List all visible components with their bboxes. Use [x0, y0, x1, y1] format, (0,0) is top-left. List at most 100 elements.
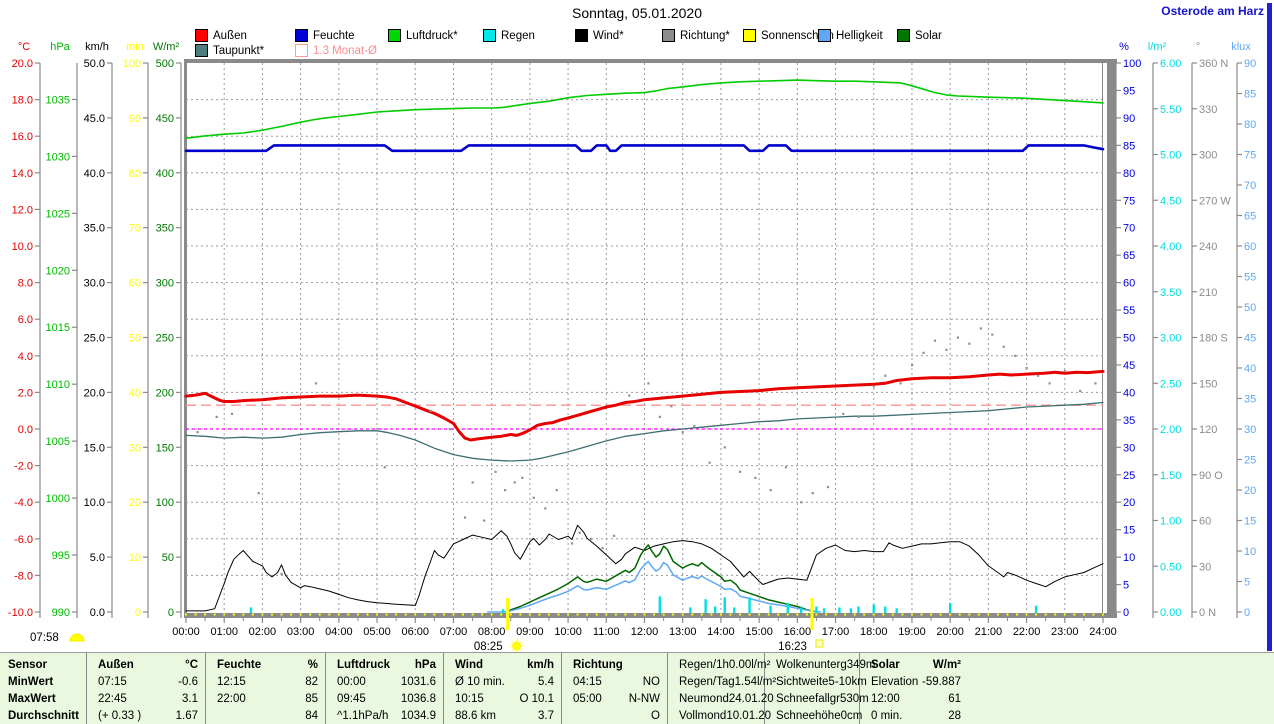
stats-table: Sensor MinWert MaxWert Durchschnitt Außen °C 0… — [0, 652, 1274, 724]
station-link[interactable]: Osterode am Harz — [1161, 4, 1264, 18]
stats-cell-value: -0.6 — [178, 675, 198, 688]
x-tick-label: 16:00 — [784, 626, 812, 638]
axis-tick-label: 100 — [156, 497, 174, 509]
stats-cell-label: Wolkenunterg — [776, 658, 847, 671]
axis-tick-label: 65 — [1244, 211, 1256, 223]
axis-tick-label: 60 — [1244, 241, 1256, 253]
series-solar — [506, 544, 818, 613]
page-title: Sonntag, 05.01.2020 — [571, 5, 702, 21]
axis-right-pct: 1009590858075706560555045403530252015105… — [1115, 41, 1141, 619]
x-tick-label: 24:00 — [1089, 626, 1117, 638]
axis-tick-label: 10 — [1123, 552, 1135, 564]
stats-cell-label: 22:00 — [217, 692, 246, 705]
axis-tick-label: 30 — [1123, 442, 1135, 454]
axis-tick-label: 50 — [162, 552, 174, 564]
legend-item-sonnenschein[interactable]: Sonnenschein — [743, 29, 834, 42]
legend-item-taupunkt[interactable]: Taupunkt* — [195, 44, 264, 57]
stats-cell-value: 1.67 — [175, 709, 198, 722]
axis-tick-label: 15.0 — [84, 442, 105, 454]
axis-tick-label: 5.50 — [1160, 104, 1181, 116]
stats-col-feuchte: Feuchte% 12:15 82 22:00 85 84 — [206, 653, 326, 724]
legend-label: Helligkeit — [836, 29, 883, 42]
stats-cell: 10:15 O 10.1 — [444, 690, 561, 707]
legend-item-feuchte[interactable]: Feuchte — [295, 29, 355, 42]
stats-cell: Solar W/m² — [860, 656, 968, 673]
stats-cell: Elevation -59.887 — [860, 673, 968, 690]
reference-lines — [186, 404, 1103, 430]
stats-cell-value: 84 — [305, 709, 318, 722]
axis-left-hpa: 1035 1030 1025 1020 1015 1010 1005 1000 995 990 hP… — [46, 41, 78, 619]
stats-cell-label: Feuchte — [217, 658, 262, 671]
axis-tick-label: 95 — [1123, 85, 1135, 97]
axis-tick-label: 70 — [1123, 223, 1135, 235]
stats-cell: Wolkenunterg 349m — [765, 656, 876, 673]
stats-cell-label: Regen/Tag — [679, 675, 735, 688]
stats-cell-label: ^1.1hPa/h — [337, 709, 389, 722]
stats-row-label: Durchschnitt — [0, 707, 86, 724]
stats-col-aussen: Außen °C 07:15 -0.6 22:45 3.1 (+ 0.33 ) 1.67 — [87, 653, 206, 724]
legend-swatch-aussen — [195, 29, 208, 42]
axis-tick-label: 995 — [52, 550, 70, 562]
axis-tick-label: 30 — [1244, 424, 1256, 436]
stats-cell-value: 1031.6 — [400, 675, 436, 688]
stats-cell: 12:15 82 — [206, 673, 325, 690]
legend-item-richtung[interactable]: Richtung* — [662, 29, 730, 42]
stats-col-regen: Regen/1h 0.00l/m² Regen/Tag 1.54l/m² Neumond… — [668, 653, 776, 724]
axis-unit-temp: °C — [18, 41, 30, 53]
x-tick-label: 13:00 — [669, 626, 697, 638]
stats-cell-value: 1.54l/m² — [734, 675, 777, 688]
axis-tick-label: 70 — [129, 223, 141, 235]
x-tick-label: 20:00 — [936, 626, 964, 638]
axis-right-deg: 360 N 330 300 270 W 240 210 180 S 150 120 90 O 60 3… — [1191, 41, 1231, 619]
legend-item-helligkeit[interactable]: Helligkeit — [818, 29, 883, 42]
stats-cell-value: 3.7 — [538, 709, 554, 722]
stats-cell: 22:45 3.1 — [87, 690, 205, 707]
x-tick-label: 04:00 — [325, 626, 353, 638]
legend-item-aussen[interactable]: Außen — [195, 29, 247, 42]
axis-tick-label: 2.0 — [18, 387, 33, 399]
axis-tick-label: 150 — [156, 442, 174, 454]
axis-tick-label: 120 — [1199, 424, 1217, 436]
axis-tick-label: 20 — [1244, 485, 1256, 497]
stats-cell: 12:00 61 — [860, 690, 968, 707]
axis-tick-label: 30.0 — [84, 278, 105, 290]
series-taupunkt — [185, 401, 1104, 462]
stats-col-luftdruck: Luftdruck hPa 00:00 1031.6 09:45 1036.8 ^1.1hP… — [326, 653, 444, 724]
legend-item-monat[interactable]: 1.3 Monat-Ø — [295, 44, 377, 57]
x-tick-label: 11:00 — [593, 626, 620, 638]
series-aussen — [184, 369, 1105, 442]
stats-cell: 88.6 km 3.7 — [444, 707, 561, 724]
axis-tick-label: 1015 — [46, 322, 70, 334]
axis-tick-label: 90 — [129, 113, 141, 125]
legend-item-luftdruck[interactable]: Luftdruck* — [388, 29, 458, 42]
legend-item-solar[interactable]: Solar — [897, 29, 942, 42]
x-tick-label: 05:00 — [363, 626, 391, 638]
axis-tick-label: -6.0 — [14, 534, 33, 546]
axis-tick-label: 35.0 — [84, 223, 105, 235]
stats-cell: Außen °C — [87, 656, 205, 673]
series-sonnenschein — [185, 613, 1104, 616]
stats-cell-label: Schneefallgr — [776, 692, 840, 705]
x-tick-label: 07:00 — [440, 626, 468, 638]
axis-tick-label: 80 — [1244, 119, 1256, 131]
stats-cell: 07:15 -0.6 — [87, 673, 205, 690]
stats-cell: O — [562, 707, 667, 724]
stats-cell: Regen/Tag 1.54l/m² — [668, 673, 776, 690]
axis-tick-label: 1020 — [46, 265, 70, 277]
stats-cell-value: O — [651, 709, 660, 722]
legend-item-wind[interactable]: Wind* — [575, 29, 624, 42]
axis-tick-label: 15 — [1244, 516, 1256, 528]
legend-label: Taupunkt* — [213, 44, 265, 57]
stats-cell-label: Wind — [455, 658, 483, 671]
axis-tick-label: 70 — [1244, 180, 1256, 192]
legend-item-regen[interactable]: Regen — [483, 29, 535, 42]
axis-tick-label: 50.0 — [84, 58, 105, 70]
axis-tick-label: 0.50 — [1160, 561, 1181, 573]
axis-tick-label: 6.0 — [18, 314, 33, 326]
axis-tick-label: 1.50 — [1160, 470, 1181, 482]
legend-swatch-solar — [897, 29, 910, 42]
axis-tick-label: 40 — [1123, 387, 1135, 399]
legend-label: Wind* — [593, 29, 624, 42]
axis-tick-label: 300 — [1199, 150, 1217, 162]
sunset-time: 16:23 — [778, 641, 807, 652]
